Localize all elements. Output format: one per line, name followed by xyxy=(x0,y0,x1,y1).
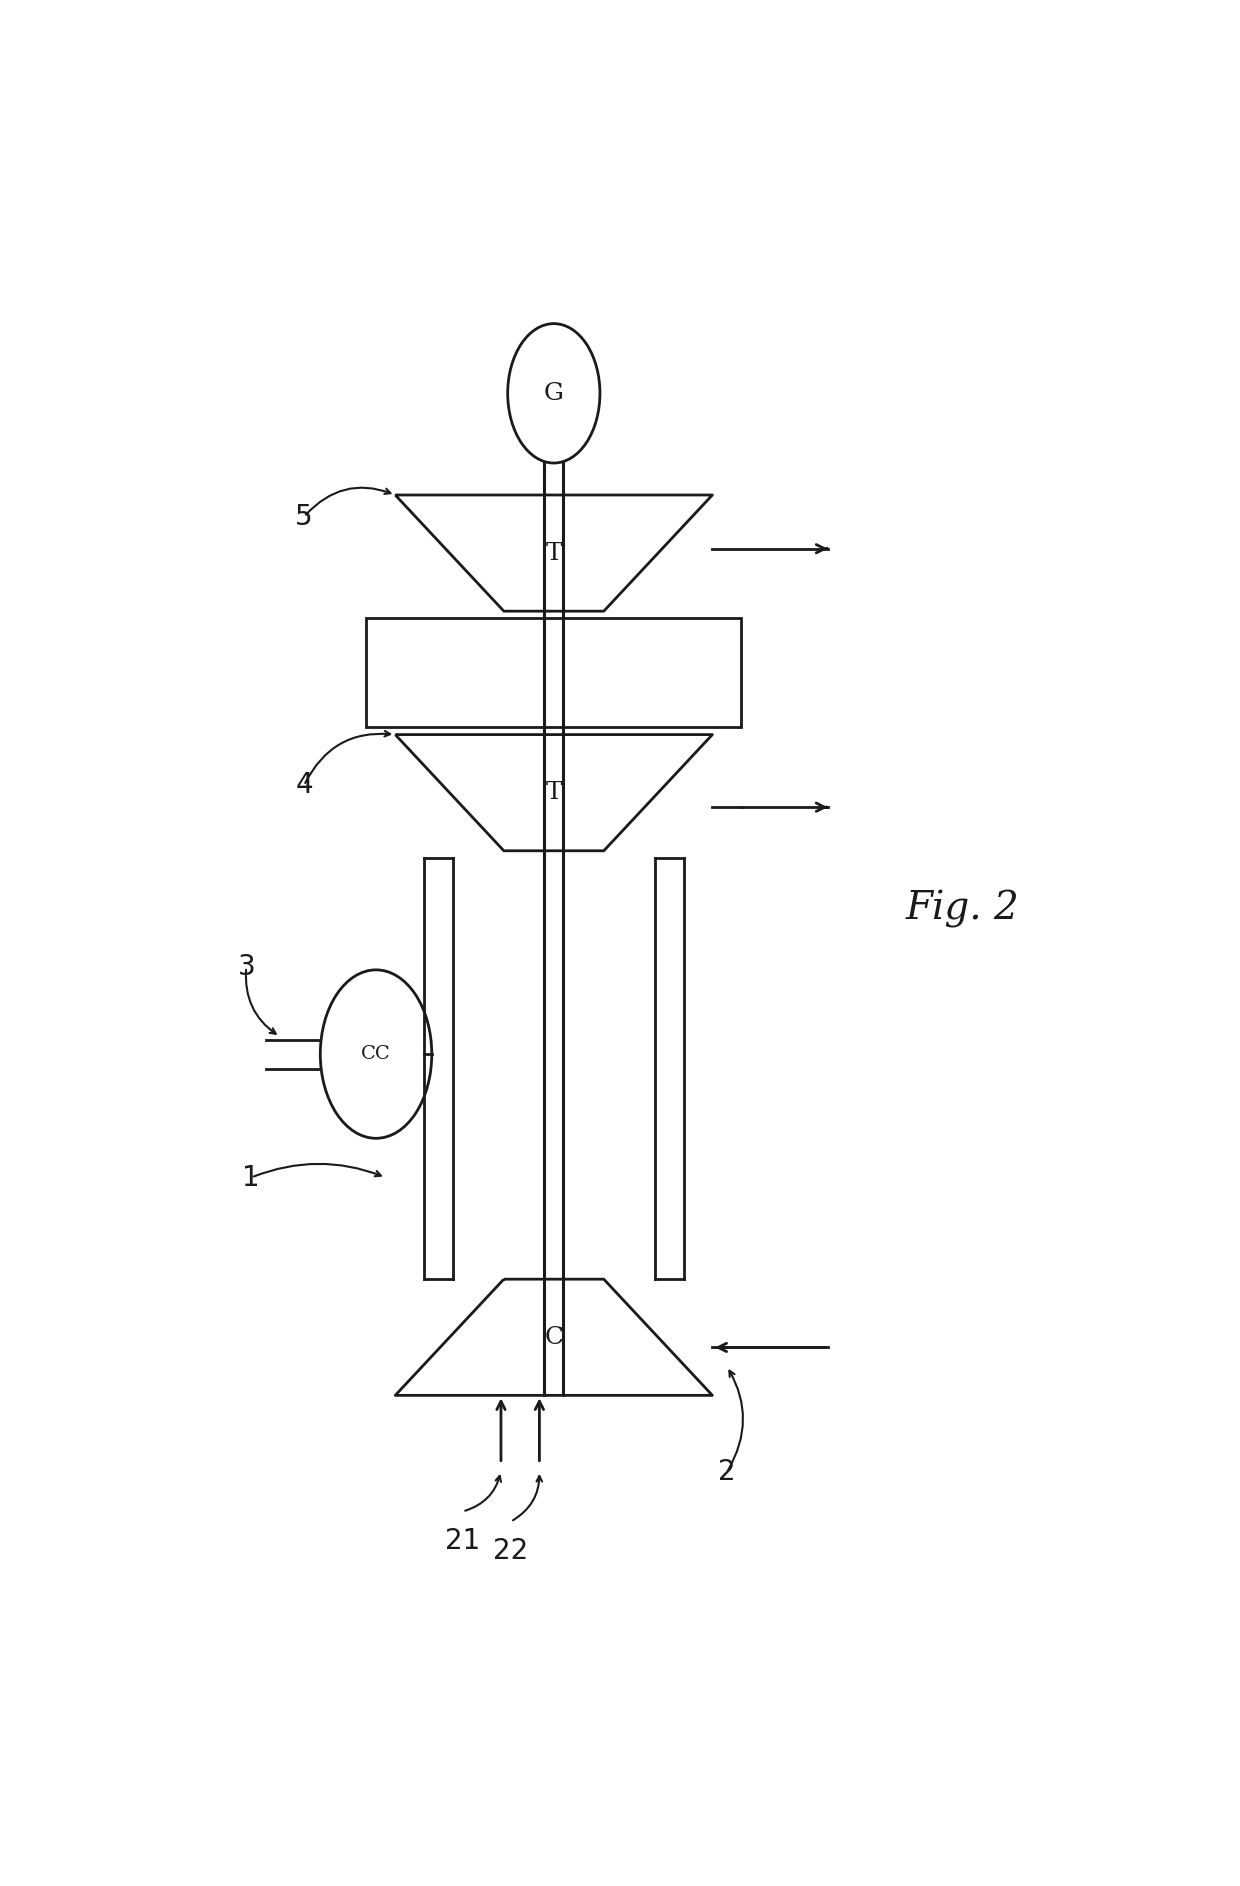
Text: 1: 1 xyxy=(242,1164,260,1192)
Text: CC: CC xyxy=(361,1045,391,1064)
Text: C: C xyxy=(544,1326,563,1348)
Text: 4: 4 xyxy=(295,771,312,800)
Text: 5: 5 xyxy=(295,504,312,530)
Text: T: T xyxy=(546,781,562,803)
Bar xyxy=(367,619,742,728)
Text: 3: 3 xyxy=(237,952,255,981)
Text: 21: 21 xyxy=(445,1526,480,1554)
Text: 2: 2 xyxy=(718,1458,735,1486)
Text: G: G xyxy=(544,381,564,405)
Text: 22: 22 xyxy=(494,1537,528,1565)
Text: Fig. 2: Fig. 2 xyxy=(905,890,1019,928)
Text: T: T xyxy=(546,541,562,564)
